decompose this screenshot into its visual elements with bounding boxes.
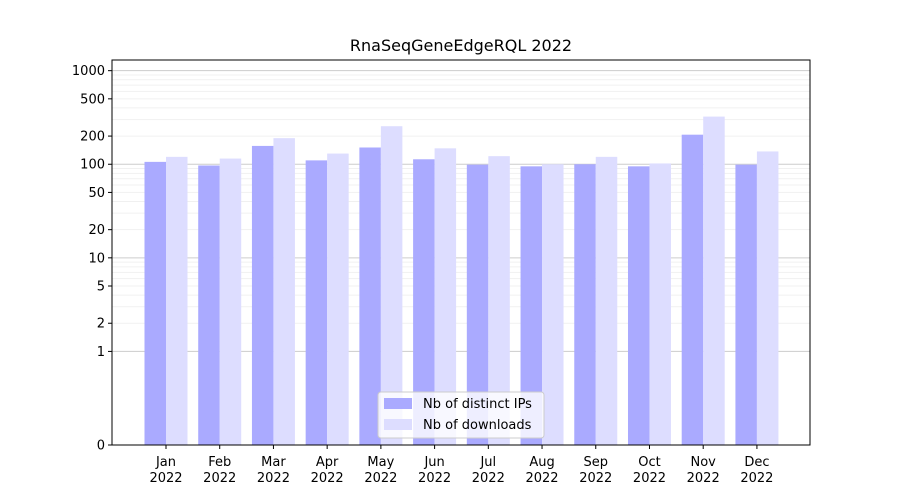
legend-label: Nb of distinct IPs [423,397,532,412]
x-tick-label-month: Jul [479,455,496,470]
bar-downloads [703,116,725,445]
legend: Nb of distinct IPs Nb of downloads [377,391,545,439]
y-tick-label: 0 [97,439,105,454]
bar-distinct-ips [520,166,543,445]
x-tick-label-month: Jan [155,455,176,470]
x-tick-label-year: 2022 [203,471,236,486]
bar-downloads [166,156,188,446]
bar-downloads [488,156,510,445]
y-tick-label: 200 [80,130,105,145]
legend-box [377,391,545,439]
y-axis: 0 1 2 5 10 20 50 100 200 500 1000 [72,64,112,454]
bar-distinct-ips [198,165,220,446]
bar-downloads [649,163,671,445]
y-tick-label: 50 [88,186,105,201]
x-tick-label-month: Apr [316,455,339,470]
y-tick-label: 2 [97,317,105,332]
x-tick-label-month: Nov [691,455,717,470]
y-tick-label: 20 [88,223,105,238]
bar-downloads [219,158,242,445]
y-tick-label: 10 [88,251,105,266]
bar-downloads [542,164,564,445]
bars [144,116,779,446]
legend-swatch [384,419,412,430]
y-tick-label: 100 [80,158,105,173]
x-tick-label-year: 2022 [149,471,182,486]
x-tick-label-year: 2022 [472,471,505,486]
y-tick-label: 500 [80,92,105,107]
x-tick-label-year: 2022 [525,471,558,486]
bar-downloads [756,151,779,446]
x-tick-label-month: Aug [529,455,554,470]
x-tick-label-year: 2022 [364,471,397,486]
bar-distinct-ips [413,159,435,446]
bar-downloads [434,148,457,446]
x-tick-label-year: 2022 [579,471,612,486]
x-tick-label-year: 2022 [418,471,451,486]
chart-title: RnaSeqGeneEdgeRQL 2022 [350,36,572,55]
bar-distinct-ips [251,145,274,445]
y-tick-label: 1 [97,345,105,360]
x-tick-label-year: 2022 [311,471,344,486]
bar-distinct-ips [466,164,489,445]
x-tick-label-month: Mar [261,455,286,470]
legend-label: Nb of downloads [423,418,532,433]
bar-distinct-ips [144,161,166,445]
x-tick-label-year: 2022 [740,471,773,486]
plot-frame [111,59,811,446]
y-tick-label: 5 [97,280,105,295]
x-tick-label-year: 2022 [687,471,720,486]
x-axis: Jan2022Feb2022Mar2022Apr2022May2022Jun20… [149,445,773,486]
x-tick-label-month: Sep [584,455,609,470]
bar-downloads [273,138,295,446]
bar-distinct-ips [627,166,650,445]
x-tick-label-year: 2022 [257,471,290,486]
bar-downloads [380,126,403,445]
x-tick-label-year: 2022 [633,471,666,486]
bar-distinct-ips [574,164,596,445]
legend-swatch [384,398,412,409]
x-tick-label-month: Jun [423,455,444,470]
x-tick-label-month: Dec [744,455,769,470]
bar-distinct-ips [305,160,328,445]
x-tick-label-month: Oct [638,455,660,470]
x-tick-label-month: Feb [208,455,231,470]
bar-downloads [327,153,349,446]
x-tick-label-month: May [367,455,394,470]
y-tick-label: 1000 [72,64,105,79]
bar-downloads [595,156,618,446]
bar-distinct-ips [359,147,381,446]
bar-distinct-ips [735,164,757,445]
bar-distinct-ips [681,134,704,445]
